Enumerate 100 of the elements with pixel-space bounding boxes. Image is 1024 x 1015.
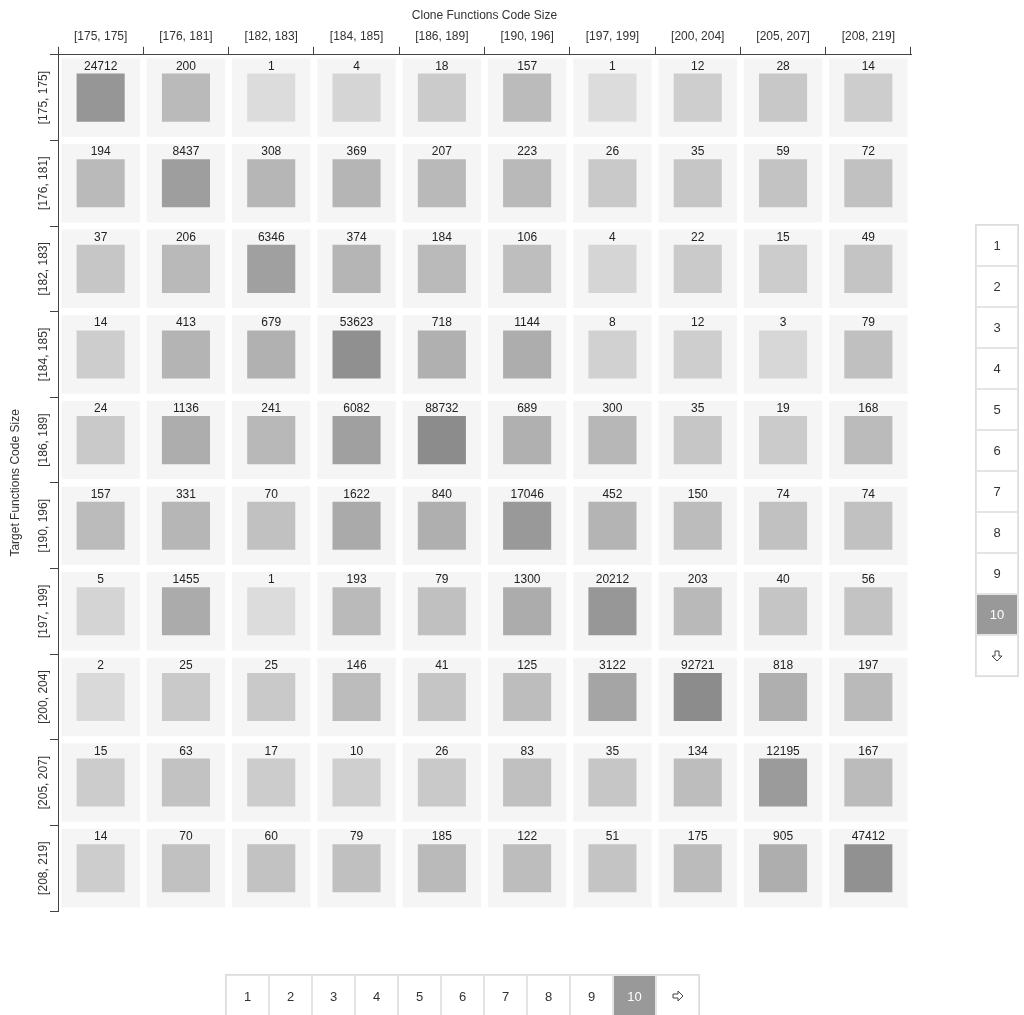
data-label: 25	[179, 657, 193, 672]
data-label: 1300	[513, 572, 541, 587]
data-label: 175	[687, 829, 709, 844]
y-tick-label: [197, 199]	[36, 584, 51, 639]
data-label: 63	[179, 743, 193, 758]
data-label: 25	[264, 657, 279, 672]
data-label: 157	[517, 58, 538, 73]
data-label: 10	[349, 743, 364, 758]
y-tick-label: [175, 175]	[36, 70, 51, 125]
y-tick-label: [208, 219]	[36, 841, 51, 895]
data-label: 185	[431, 829, 453, 844]
text: 6	[441, 975, 484, 1015]
data-label: 1	[609, 58, 617, 73]
data-label: 331	[175, 486, 197, 501]
data-label: 12	[691, 58, 705, 73]
data-label: 49	[861, 229, 876, 244]
y-tick-label: [200, 204]	[36, 670, 51, 724]
data-label: 79	[861, 315, 876, 330]
data-label: 168	[858, 401, 879, 416]
data-label: 35	[691, 401, 705, 416]
data-label: 4	[609, 229, 617, 244]
data-label: 369	[346, 144, 367, 159]
data-label: 200	[175, 58, 197, 73]
data-label: 2	[97, 657, 105, 672]
text: 8	[527, 975, 570, 1015]
data-label: 8437	[172, 144, 200, 159]
x-tick-label: [190, 196]	[500, 28, 554, 43]
text: 10	[976, 594, 1018, 635]
data-label: 74	[776, 486, 791, 501]
data-label: 689	[517, 401, 538, 416]
data-label: 41	[435, 657, 449, 672]
data-label: 79	[435, 572, 449, 587]
data-label: 79	[349, 829, 364, 844]
x-tick-label: [176, 181]	[159, 28, 213, 43]
text: 8	[976, 512, 1018, 553]
x-tick-label: [205, 207]	[756, 28, 810, 43]
data-label: 24	[93, 401, 108, 416]
y-tick-label: [186, 189]	[36, 413, 51, 467]
data-label: 905	[773, 829, 794, 844]
data-label: 452	[602, 486, 623, 501]
data-label: 300	[602, 401, 623, 416]
y-tick-label: [176, 181]	[36, 156, 51, 210]
y-tick-label: [184, 185]	[36, 327, 51, 382]
x-tick-label: [186, 189]	[415, 28, 469, 43]
text: 4	[355, 975, 398, 1015]
data-label: 12	[691, 315, 705, 330]
data-label: 1144	[514, 315, 541, 330]
data-label: 157	[90, 486, 111, 501]
data-label: 70	[179, 829, 193, 844]
text: 2	[976, 266, 1018, 307]
data-label: 308	[261, 144, 282, 159]
data-label: 1622	[343, 486, 371, 501]
data-label: 194	[90, 144, 111, 159]
x-tick-label: [208, 219]	[841, 28, 896, 43]
data-label: 122	[517, 829, 538, 844]
data-label: 6346	[257, 229, 285, 244]
data-label: 241	[261, 401, 282, 416]
text: 9	[570, 975, 613, 1015]
data-label: 37	[93, 229, 108, 244]
text: 5	[398, 975, 441, 1015]
data-label: 53623	[339, 315, 374, 330]
data-label: 207	[431, 144, 453, 159]
data-label: 26	[435, 743, 449, 758]
data-label: 413	[175, 315, 197, 330]
data-label: 92721	[681, 657, 715, 672]
data-label: 17	[264, 743, 279, 758]
data-label: 1	[267, 58, 275, 73]
data-label: 22	[691, 229, 705, 244]
data-label: 47412	[851, 829, 886, 844]
data-label: 60	[264, 829, 279, 844]
data-label: 3	[779, 315, 787, 330]
data-label: 17046	[510, 486, 545, 501]
data-label: 26	[605, 144, 620, 159]
data-label: 184	[431, 229, 453, 244]
data-label: 15	[776, 229, 791, 244]
x-tick-label: [184, 185]	[329, 28, 384, 43]
text: 3	[976, 307, 1018, 348]
text: 9	[976, 553, 1018, 594]
data-label: 223	[517, 144, 538, 159]
text: 2	[269, 975, 312, 1015]
text: 4	[976, 348, 1018, 389]
data-label: 4	[353, 58, 361, 73]
text: 10	[613, 975, 656, 1015]
data-label: 150	[687, 486, 709, 501]
data-label: 14	[93, 829, 108, 844]
y-axis-title: Target Functions Code Size	[7, 408, 22, 557]
data-label: 56	[861, 572, 876, 587]
data-label: 74	[861, 486, 876, 501]
text: 1	[226, 975, 269, 1015]
y-tick-label: [190, 196]	[36, 499, 51, 553]
data-label: 3122	[599, 657, 627, 672]
data-label: 20212	[595, 572, 630, 587]
data-label: 18	[435, 58, 449, 73]
data-label: 5	[97, 572, 105, 587]
data-label: 14	[93, 315, 108, 330]
data-label: 167	[858, 743, 879, 758]
data-label: 1136	[173, 401, 200, 416]
x-tick-label: [175, 175]	[73, 28, 128, 43]
data-label: 1455	[172, 572, 200, 587]
data-label: 12195	[766, 743, 801, 758]
